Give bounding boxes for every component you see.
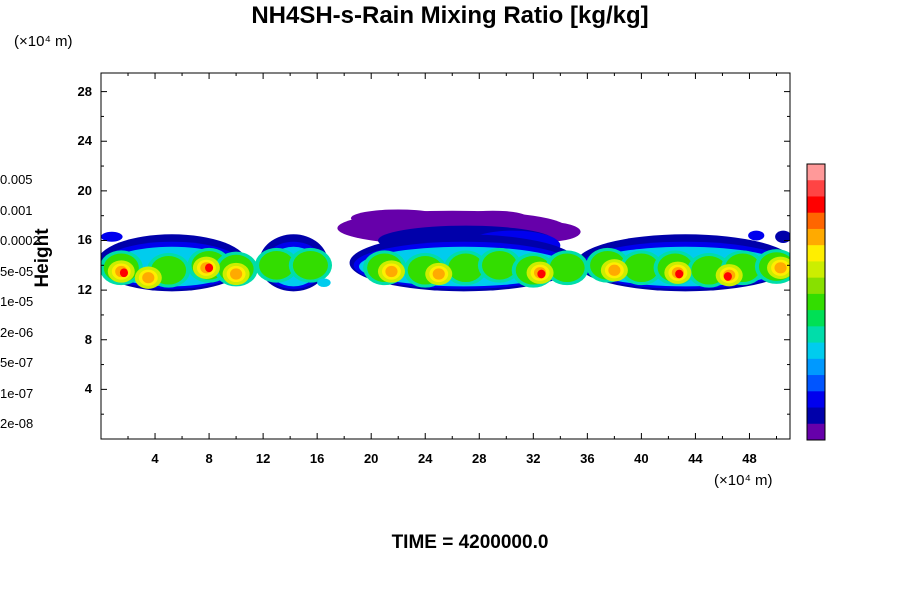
field-contour <box>230 268 243 280</box>
x-tick-label: 12 <box>255 451 271 466</box>
field-contour <box>481 251 518 280</box>
x-tick-label: 48 <box>742 451 757 466</box>
field-contour <box>350 209 446 227</box>
colorbar-swatch <box>807 261 825 279</box>
field-contour <box>623 253 659 283</box>
colorbar-label: 0.001 <box>0 202 33 218</box>
colorbar-label: 0.005 <box>0 172 33 187</box>
colorbar-swatch <box>807 358 825 376</box>
x-tick-label: 8 <box>205 451 213 466</box>
colorbar-swatch <box>807 326 825 344</box>
field-contour <box>774 262 787 274</box>
colorbar-label: 2e-08 <box>0 416 34 431</box>
y-tick-label: 20 <box>77 182 92 198</box>
field-contour <box>459 210 527 224</box>
y-tick-label: 16 <box>77 232 92 248</box>
field-contour <box>205 263 214 273</box>
x-tick-label: 24 <box>418 451 433 466</box>
field-contour <box>675 269 684 279</box>
field-contour <box>385 265 398 278</box>
colorbar-swatch <box>807 391 825 409</box>
colorbar-swatch <box>807 180 825 197</box>
colorbar-swatch <box>807 228 825 246</box>
field-contour <box>142 272 155 284</box>
y-tick-label: 8 <box>84 331 92 347</box>
colorbar-frame <box>806 163 826 441</box>
y-axis-unit: (×10⁴ m) <box>14 33 73 50</box>
colorbar-swatch <box>807 164 825 181</box>
y-tick-label: 4 <box>84 381 92 397</box>
y-tick-label: 24 <box>77 133 92 149</box>
colorbar-swatch <box>807 407 825 425</box>
colorbar-swatch <box>807 423 825 441</box>
x-tick-label: 36 <box>580 451 595 466</box>
colorbar-swatch <box>807 310 825 327</box>
field-contour <box>723 272 732 281</box>
colorbar-swatch <box>807 375 825 392</box>
colorbar-label: 1e-05 <box>0 294 34 309</box>
field-contour <box>748 230 765 241</box>
x-tick-label: 20 <box>363 451 379 466</box>
x-tick-label: 44 <box>688 451 703 466</box>
x-axis-unit: (×10⁴ m) <box>714 472 773 489</box>
colorbar-swatch <box>807 342 825 360</box>
field-contour <box>292 251 328 280</box>
field-contour <box>432 268 445 280</box>
field-contour <box>775 230 790 243</box>
plot-frame <box>100 72 791 440</box>
x-tick-label: 40 <box>634 451 649 466</box>
colorbar-label: 5e-07 <box>0 355 34 370</box>
field-contour <box>537 269 546 279</box>
x-tick-label: 4 <box>151 451 159 466</box>
colorbar-label: 1e-07 <box>0 385 34 401</box>
field-contour <box>608 264 621 276</box>
field-contour <box>101 231 123 242</box>
colorbar-swatch <box>807 277 825 295</box>
colorbar-swatch <box>807 245 825 262</box>
y-tick-label: 28 <box>77 83 92 99</box>
colorbar-swatch <box>807 196 825 214</box>
x-tick-label: 28 <box>472 451 487 466</box>
colorbar-label: 2e-06 <box>0 324 34 340</box>
x-tick-label: 32 <box>526 451 541 466</box>
colorbar-label: 5e-05 <box>0 263 34 279</box>
colorbar-swatch <box>807 293 825 311</box>
field-contour <box>119 268 129 278</box>
chart-title: NH4SH-s-Rain Mixing Ratio [kg/kg] <box>251 2 649 29</box>
time-label: TIME = 4200000.0 <box>391 532 549 553</box>
colorbar-label: 0.0002 <box>0 233 40 248</box>
colorbar-swatch <box>807 212 825 230</box>
field-contour <box>549 253 585 283</box>
x-tick-label: 16 <box>309 451 325 466</box>
field-contour <box>448 253 484 283</box>
y-tick-label: 12 <box>77 282 92 298</box>
field-contour <box>317 278 331 288</box>
field-contour <box>259 251 295 280</box>
